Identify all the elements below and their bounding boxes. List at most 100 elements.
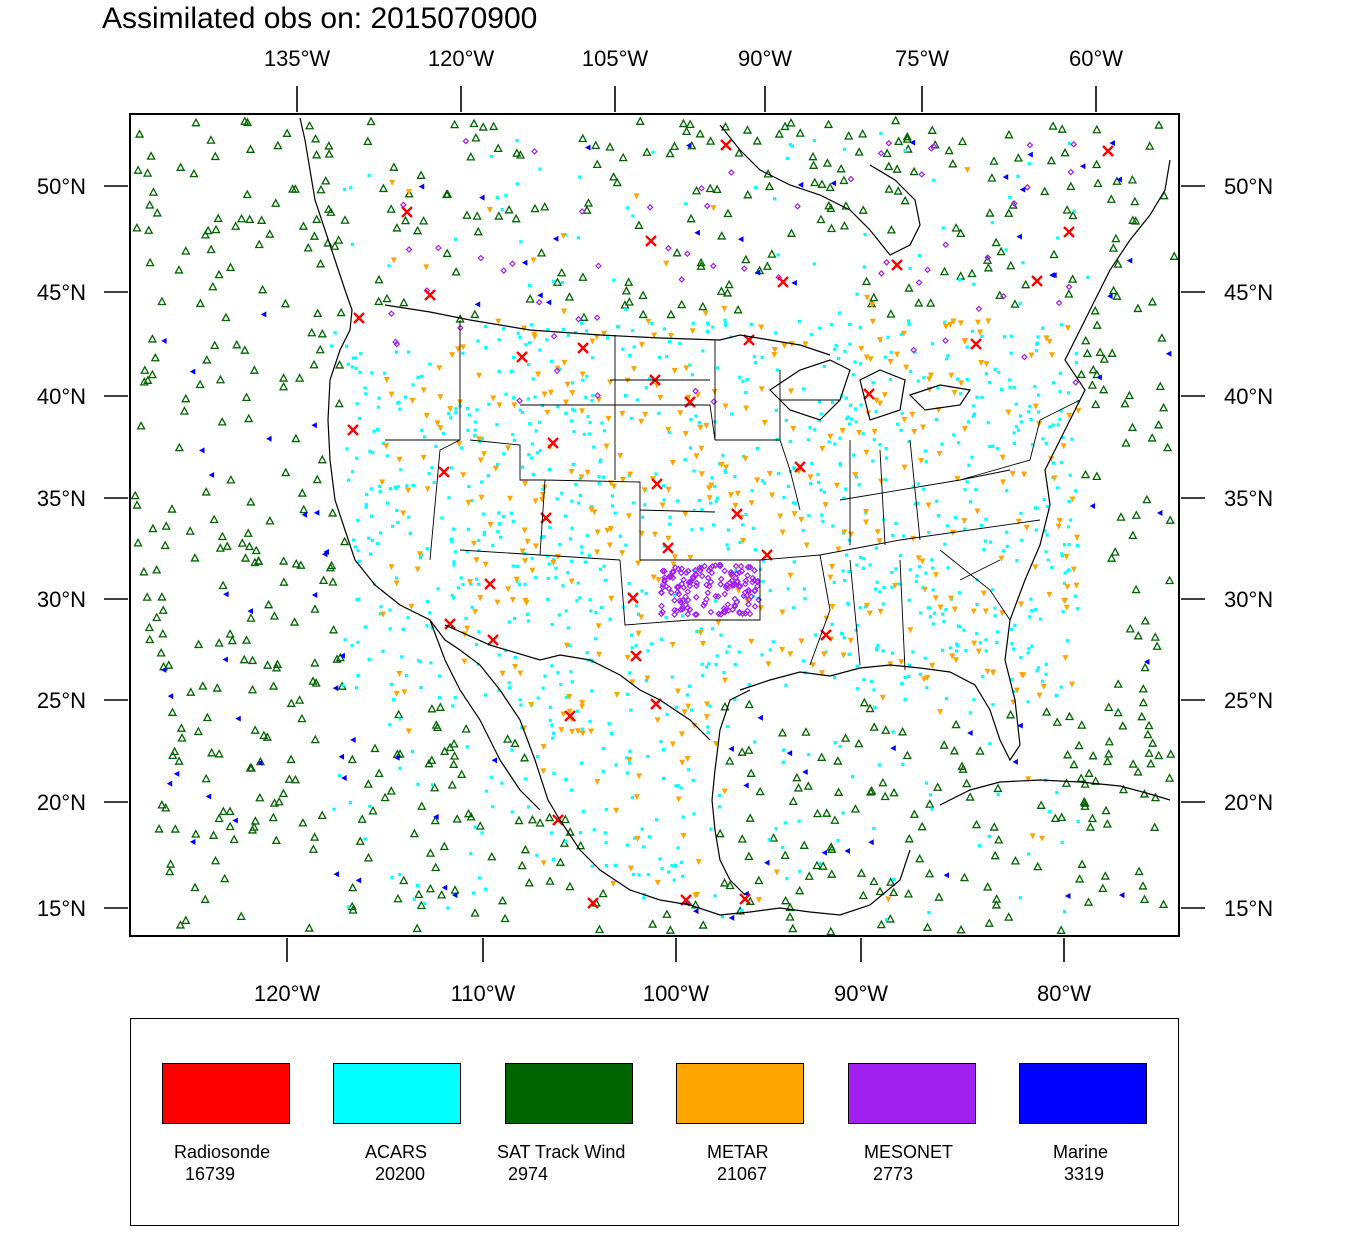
metar-marker (424, 486, 431, 493)
acars-marker (581, 809, 585, 813)
sat-track-wind-marker (552, 277, 563, 286)
sat-track-wind-marker (982, 255, 993, 264)
radiosonde-marker (777, 276, 789, 288)
acars-marker (422, 435, 427, 439)
metar-marker (681, 709, 688, 716)
sat-track-wind-marker (744, 699, 754, 709)
acars-marker (975, 602, 979, 607)
acars-marker (1035, 669, 1039, 673)
acars-marker (535, 451, 539, 455)
metar-marker (1073, 582, 1080, 589)
metar-marker (693, 453, 700, 460)
acars-marker (449, 466, 454, 470)
mesonet-marker (698, 184, 705, 192)
acars-marker (631, 872, 636, 877)
acars-marker (527, 453, 531, 457)
mesonet-marker (731, 601, 738, 609)
sat-track-wind-marker (1033, 861, 1043, 871)
mesonet-marker (736, 569, 743, 577)
coastline-west (299, 117, 911, 916)
sat-track-wind-marker (201, 773, 211, 783)
legend-swatch-mesonet (848, 1063, 976, 1124)
acars-marker (629, 708, 633, 712)
acars-marker (594, 637, 598, 641)
acars-marker (690, 528, 694, 532)
sat-track-wind-marker (881, 725, 891, 734)
metar-marker (652, 531, 659, 538)
acars-marker (752, 355, 756, 359)
sat-track-wind-marker (254, 556, 264, 565)
acars-marker (898, 553, 903, 558)
acars-marker (355, 456, 359, 460)
acars-marker (1073, 594, 1077, 598)
acars-marker (711, 523, 716, 527)
acars-marker (551, 736, 555, 740)
acars-marker (585, 533, 589, 538)
acars-marker (1074, 351, 1078, 356)
acars-marker (775, 437, 779, 441)
metar-marker (790, 425, 797, 432)
sat-track-wind-marker (217, 531, 228, 541)
top-tick-label: 75°W (895, 46, 949, 71)
acars-marker (820, 513, 824, 517)
sat-track-wind-marker (209, 514, 219, 524)
marine-marker (737, 236, 744, 243)
acars-marker (855, 292, 859, 296)
acars-marker (554, 575, 558, 580)
acars-marker (407, 515, 411, 519)
sat-track-wind-marker (1099, 384, 1109, 394)
bottom-tick-label: 100°W (643, 981, 710, 1006)
metar-marker (560, 233, 567, 240)
sat-track-wind-marker (1068, 210, 1078, 220)
sat-track-wind-marker (166, 859, 176, 868)
acars-marker (518, 698, 522, 702)
sat-track-wind-marker (685, 119, 695, 129)
acars-marker (406, 350, 411, 354)
acars-marker (841, 811, 845, 815)
sat-track-wind-marker (1091, 399, 1101, 409)
acars-marker (649, 321, 654, 325)
bottom-tick-label: 110°W (451, 981, 516, 1006)
acars-marker (733, 475, 737, 479)
acars-marker (378, 531, 383, 535)
acars-marker (784, 683, 788, 687)
acars-marker (913, 350, 917, 354)
acars-marker (476, 339, 480, 343)
acars-marker (533, 395, 537, 399)
acars-marker (632, 345, 636, 349)
right-tick-label: 50°N (1224, 174, 1273, 199)
metar-marker (499, 670, 506, 677)
sat-track-wind-marker (382, 293, 392, 303)
metar-marker (925, 502, 932, 509)
mesonet-marker (744, 588, 752, 596)
acars-marker (965, 480, 969, 484)
mesonet-marker (665, 585, 673, 592)
mesonet-marker (742, 577, 750, 585)
mesonet-marker (683, 250, 691, 258)
sat-track-wind-marker (176, 723, 187, 732)
metar-marker (924, 674, 931, 681)
observation-markers (130, 115, 1179, 936)
metar-marker (787, 651, 794, 658)
acars-marker (561, 327, 565, 331)
acars-marker (556, 405, 560, 409)
acars-marker (646, 754, 650, 759)
acars-marker (1059, 323, 1064, 327)
acars-marker (583, 560, 588, 564)
acars-marker (601, 769, 605, 773)
mesonet-marker (578, 208, 586, 215)
metar-marker (1073, 534, 1080, 541)
sat-track-wind-marker (146, 151, 156, 160)
acars-marker (356, 518, 360, 523)
metar-marker (579, 700, 586, 707)
marine-marker (479, 194, 485, 201)
sat-track-wind-marker (348, 882, 358, 892)
acars-marker (519, 703, 523, 707)
sat-track-wind-marker (1021, 279, 1031, 289)
legend-swatch-sat-track-wind (505, 1063, 633, 1124)
radiosonde-marker (630, 650, 642, 662)
acars-marker (692, 812, 696, 816)
metar-marker (379, 479, 386, 486)
marine-marker (585, 144, 591, 151)
